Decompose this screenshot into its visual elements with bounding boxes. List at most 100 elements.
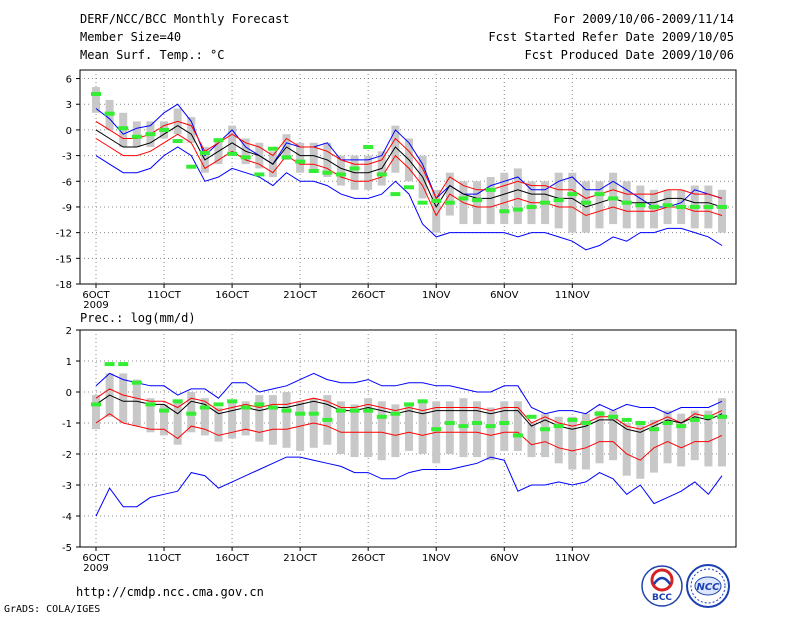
prec-spread-box <box>581 413 590 470</box>
prec-observed-marker <box>404 402 414 407</box>
footer-grads-credit: GrADS: COLA/IGES <box>4 604 101 615</box>
prec-observed-marker <box>186 411 197 416</box>
prec-line-mean <box>95 394 723 433</box>
temp-xtick-label: 6NOV <box>490 290 519 301</box>
prec-ytick-label: 1 <box>66 357 72 368</box>
temp-spread-box <box>187 117 196 143</box>
temp-ytick-label: 6 <box>66 75 72 86</box>
ncc-logo: NCC <box>686 564 730 608</box>
temp-spread-box <box>228 125 237 156</box>
prec-observed-marker <box>363 408 374 413</box>
prec-spread-box <box>595 410 604 464</box>
prec-ytick-label: 2 <box>66 326 72 337</box>
prec-spread-box <box>690 410 699 461</box>
prec-observed-marker <box>485 424 496 429</box>
temp-observed-marker <box>322 170 333 175</box>
temp-observed-marker <box>145 132 156 137</box>
prec-spread-box <box>160 404 169 436</box>
prec-observed-marker <box>295 411 306 416</box>
prec-observed-marker <box>267 405 278 410</box>
header-member-size: Member Size=40 <box>80 30 182 44</box>
prec-spread-box <box>336 401 345 454</box>
temp-spread-box <box>132 121 141 148</box>
prec-observed-marker <box>91 402 101 407</box>
prec-spread-box <box>445 401 454 454</box>
temp-observed-marker <box>172 139 183 144</box>
temp-ytick-label: -6 <box>62 177 72 188</box>
prec-observed-marker <box>594 411 605 416</box>
prec-spread-box <box>282 392 291 448</box>
prec-line-lower <box>95 413 723 461</box>
prec-xtick-label: 6NOV <box>490 553 519 564</box>
temp-spread-box <box>568 172 577 233</box>
prec-observed-marker <box>322 417 333 422</box>
prec-observed-marker <box>458 424 469 429</box>
temp-ytick-label: 0 <box>66 126 72 137</box>
temp-ytick-label: -18 <box>56 280 72 291</box>
temp-observed-marker <box>281 155 292 160</box>
prec-observed-marker <box>703 414 714 419</box>
prec-spread-box <box>132 379 141 427</box>
prec-spread-box <box>228 401 237 439</box>
temp-ytick-label: 3 <box>66 100 72 111</box>
prec-observed-marker <box>580 421 591 425</box>
prec-observed-marker <box>567 417 578 422</box>
temp-observed-marker <box>662 203 673 208</box>
temp-observed-marker <box>540 200 551 205</box>
temp-spread-box <box>486 177 495 225</box>
prec-xtick-label: 1NOV <box>422 553 451 564</box>
temp-observed-marker <box>308 169 319 174</box>
temp-line-upper <box>95 120 723 200</box>
temp-observed-marker <box>363 145 374 150</box>
prec-spread-box <box>418 401 427 454</box>
prec-line-max <box>95 372 723 415</box>
header-variable-temp: Mean Surf. Temp.: °C <box>80 48 225 62</box>
temp-ytick-label: -15 <box>56 254 72 265</box>
prec-observed-marker <box>648 427 659 432</box>
prec-spread-box <box>92 395 100 430</box>
temp-spread-box <box>296 142 305 173</box>
prec-ytick-label: -1 <box>62 419 72 430</box>
temp-observed-marker <box>240 155 251 160</box>
temp-observed-marker <box>608 196 619 201</box>
footer-url[interactable]: http://cmdp.ncc.cma.gov.cn <box>76 585 264 599</box>
temp-spread-box <box>649 189 658 229</box>
temp-observed-marker <box>404 185 414 190</box>
temp-line-lower <box>95 133 723 217</box>
prec-spread-box <box>146 398 155 433</box>
prec-spread-box <box>255 395 264 442</box>
prec-observed-marker <box>104 362 115 367</box>
prec-line-upper <box>95 388 723 430</box>
temp-xtick-label: 6OCT <box>82 290 110 301</box>
temp-xtick-label: 26OCT <box>351 290 386 301</box>
temp-observed-marker <box>267 146 278 151</box>
temp-ytick-label: -12 <box>56 229 72 240</box>
prec-observed-marker <box>553 424 564 429</box>
prec-observed-marker <box>159 408 170 413</box>
header-period: For 2009/10/06-2009/11/14 <box>553 12 734 26</box>
prec-observed-marker <box>199 405 210 410</box>
prec-spread-box <box>609 410 618 461</box>
header-start-date: Fcst Started Refer Date 2009/10/05 <box>488 30 734 44</box>
temp-observed-marker <box>689 204 700 209</box>
temp-observed-marker <box>553 198 564 203</box>
bcc-logo-text: BCC <box>652 593 672 603</box>
prec-year-label: 2009 <box>83 563 108 574</box>
temp-observed-marker <box>512 207 523 212</box>
temp-observed-marker <box>213 138 224 143</box>
prec-spread-box <box>350 404 359 458</box>
header-model-title: DERF/NCC/BCC Monthly Forecast <box>80 12 290 26</box>
prec-spread-box <box>405 404 413 451</box>
temp-observed-marker <box>91 91 101 96</box>
temp-observed-marker <box>349 166 360 171</box>
temp-observed-marker <box>376 172 387 177</box>
prec-observed-marker <box>417 399 428 404</box>
bcc-logo: BCC <box>641 565 683 607</box>
temp-observed-marker <box>458 196 469 201</box>
prec-observed-marker <box>172 399 183 404</box>
temp-spread-box <box>473 181 482 225</box>
temp-ytick-label: -9 <box>62 203 72 214</box>
prec-ytick-label: -3 <box>62 481 72 492</box>
prec-spread-box <box>541 413 550 458</box>
temp-observed-marker <box>104 111 115 116</box>
